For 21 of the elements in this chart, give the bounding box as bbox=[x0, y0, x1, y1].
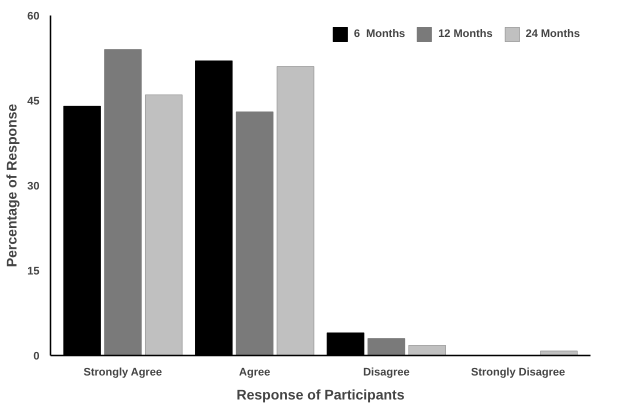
bar bbox=[408, 344, 446, 356]
x-tick-label: Disagree bbox=[363, 366, 410, 378]
bar bbox=[236, 111, 274, 356]
y-tick-label: 60 bbox=[27, 10, 40, 22]
y-tick-label: 45 bbox=[27, 96, 40, 108]
y-axis-title: Percentage of Response bbox=[3, 104, 20, 268]
legend-label: 6 Months bbox=[354, 28, 406, 40]
x-tick-label: Strongly Agree bbox=[84, 366, 162, 378]
x-tick-label: Agree bbox=[239, 366, 270, 378]
y-tick-label: 0 bbox=[33, 350, 40, 362]
y-tick-label: 15 bbox=[27, 266, 40, 278]
x-tick-label: Strongly Disagree bbox=[470, 366, 566, 378]
legend-label: 12 Months bbox=[438, 28, 493, 40]
bar bbox=[368, 338, 406, 356]
bar bbox=[540, 350, 578, 356]
y-tick-label: 30 bbox=[27, 180, 40, 192]
x-axis-title: Response of Participants bbox=[236, 386, 405, 402]
bar bbox=[144, 94, 183, 356]
bar bbox=[104, 49, 142, 356]
legend-label: 24 Months bbox=[526, 28, 580, 40]
bar bbox=[276, 66, 314, 356]
